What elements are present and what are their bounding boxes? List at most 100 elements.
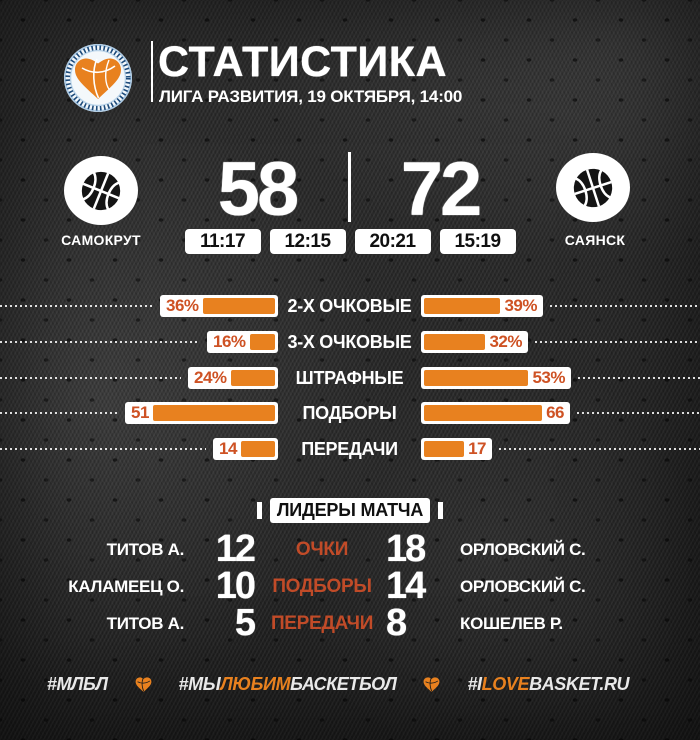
home-stat-bar: 36%	[160, 295, 278, 317]
away-stat-fill	[424, 334, 486, 350]
leader-category: ПОДБОРЫ	[272, 575, 372, 597]
stat-category-label: ШТРАФНЫЕ	[295, 368, 404, 388]
dotted-guide-right	[499, 448, 700, 450]
title-tick-right	[438, 502, 443, 519]
home-stat-fill	[152, 405, 275, 421]
leader-row: ТИТОВ А. 12 ОЧКИ 18 ОРЛОВСКИЙ С.	[24, 528, 620, 570]
quarter-score-box: 15:19	[439, 229, 516, 254]
home-stat-bar: 51	[125, 402, 278, 424]
dotted-guide-left	[0, 341, 200, 343]
stat-row: 36% 2-Х ОЧКОВЫЕ 39%	[0, 295, 700, 317]
away-stat-value: 17	[468, 439, 486, 458]
stat-row: 24% ШТРАФНЫЕ 53%	[0, 367, 700, 389]
home-stat-value: 51	[131, 403, 149, 422]
score-divider	[348, 152, 351, 222]
away-stat-fill	[424, 405, 543, 421]
away-leader-value: 8	[386, 602, 407, 644]
home-team-badge	[64, 156, 138, 225]
away-team-name: САЯНСК	[564, 232, 626, 248]
footer-hashtags: #МЛБЛ #МЫЛЮБИМБАСКЕТБОЛ #ILOVEBASKET.RU	[0, 664, 688, 704]
quarter-score-box: 11:17	[184, 229, 261, 254]
away-leader-name: ОРЛОВСКИЙ С.	[460, 539, 586, 559]
home-stat-bar: 24%	[188, 367, 278, 389]
home-leader-value: 10	[215, 565, 256, 607]
home-stat-value: 16%	[213, 332, 246, 351]
home-leader-value: 12	[215, 528, 256, 570]
leader-row: ТИТОВ А. 5 ПЕРЕДАЧИ 8 КОШЕЛЕВ Р.	[24, 602, 620, 644]
away-stat-bar: 53%	[421, 367, 571, 389]
away-stat-value: 53%	[532, 368, 565, 387]
home-stat-value: 24%	[194, 368, 227, 387]
header-divider	[151, 41, 153, 102]
quarter-scores: 11:17 12:15 20:21 15:19	[0, 229, 700, 254]
away-stat-value: 39%	[504, 296, 537, 315]
page-subtitle: ЛИГА РАЗВИТИЯ, 19 ОКТЯБРЯ, 14:00	[159, 87, 463, 106]
home-stat-value: 14	[219, 439, 237, 458]
home-leader-value: 5	[234, 602, 256, 644]
hashtag-segment: БАСКЕТБОЛ	[290, 673, 397, 694]
dotted-guide-left	[0, 377, 181, 379]
hashtag-segment: LOVE	[481, 673, 530, 694]
basketball-icon	[81, 171, 121, 210]
away-leader-value: 18	[386, 528, 426, 570]
away-leader-value: 14	[386, 565, 426, 607]
home-stat-value: 36%	[166, 296, 199, 315]
away-stat-bar: 32%	[421, 331, 528, 353]
dotted-guide-right	[550, 305, 700, 307]
basketball-heart-icon	[424, 676, 440, 692]
basketball-heart-icon	[135, 676, 151, 692]
stat-category-label: ПОДБОРЫ	[302, 403, 397, 423]
away-stat-value: 32%	[489, 332, 522, 351]
stat-row: 51 ПОДБОРЫ 66	[0, 402, 700, 424]
home-stat-fill	[240, 441, 275, 457]
team-stats-bars: 36% 2-Х ОЧКОВЫЕ 39% 16% 3-Х ОЧКОВЫЕ 32% …	[0, 295, 700, 465]
match-leaders: ТИТОВ А. 12 ОЧКИ 18 ОРЛОВСКИЙ С. КАЛАМЕЕ…	[24, 528, 620, 644]
hashtag-segment: #МЛБЛ	[46, 673, 108, 694]
leader-category: ОЧКИ	[295, 538, 349, 560]
home-score: 58	[217, 147, 300, 232]
hashtag: #МЛБЛ	[47, 674, 108, 695]
dotted-guide-left	[0, 448, 206, 450]
away-team-badge	[556, 153, 630, 222]
away-stat-bar: 39%	[421, 295, 543, 317]
home-leader-name: КАЛАМЕЕЦ О.	[68, 576, 184, 596]
home-leader-name: ТИТОВ А.	[106, 539, 185, 559]
stat-category-label: 2-Х ОЧКОВЫЕ	[287, 296, 412, 316]
away-stat-fill	[424, 370, 529, 386]
quarter-score-box: 20:21	[354, 229, 431, 254]
dotted-guide-left	[0, 305, 153, 307]
page-title: СТАТИСТИКА	[158, 38, 448, 86]
quarter-score-box: 12:15	[269, 229, 346, 254]
stat-category-label: 3-Х ОЧКОВЫЕ	[287, 332, 412, 352]
league-basketball-heart-logo-icon	[62, 42, 134, 114]
home-stat-fill	[230, 370, 275, 386]
stat-row: 14 ПЕРЕДАЧИ 17	[0, 438, 700, 460]
hashtag: #МЫЛЮБИМБАСКЕТБОЛ	[179, 674, 397, 695]
hashtag-segment: ЛЮБИМ	[220, 673, 291, 694]
title-tick-left	[257, 502, 262, 519]
away-leader-name: ОРЛОВСКИЙ С.	[460, 576, 586, 596]
away-stat-bar: 17	[421, 438, 492, 460]
hashtag-segment: #МЫ	[178, 673, 221, 694]
away-stat-value: 66	[546, 403, 564, 422]
basketball-icon	[573, 168, 613, 207]
away-stat-bar: 66	[421, 402, 570, 424]
dotted-guide-right	[577, 412, 700, 414]
home-stat-fill	[202, 298, 275, 314]
hashtag-segment: BASKET.RU	[529, 673, 630, 694]
leader-category: ПЕРЕДАЧИ	[270, 612, 374, 634]
hashtag-segment: #I	[467, 673, 482, 694]
home-leader-name: ТИТОВ А.	[106, 613, 185, 633]
away-stat-fill	[424, 298, 501, 314]
away-stat-fill	[424, 441, 465, 457]
dotted-guide-left	[0, 412, 118, 414]
home-stat-fill	[249, 334, 275, 350]
away-leader-name: КОШЕЛЕВ Р.	[460, 613, 563, 633]
dotted-guide-right	[578, 377, 700, 379]
home-team-name: САМОКРУТ	[61, 232, 141, 248]
away-score: 72	[400, 147, 483, 232]
home-stat-bar: 14	[213, 438, 278, 460]
leader-row: КАЛАМЕЕЦ О. 10 ПОДБОРЫ 14 ОРЛОВСКИЙ С.	[24, 565, 620, 607]
hashtag: #ILOVEBASKET.RU	[467, 674, 629, 695]
